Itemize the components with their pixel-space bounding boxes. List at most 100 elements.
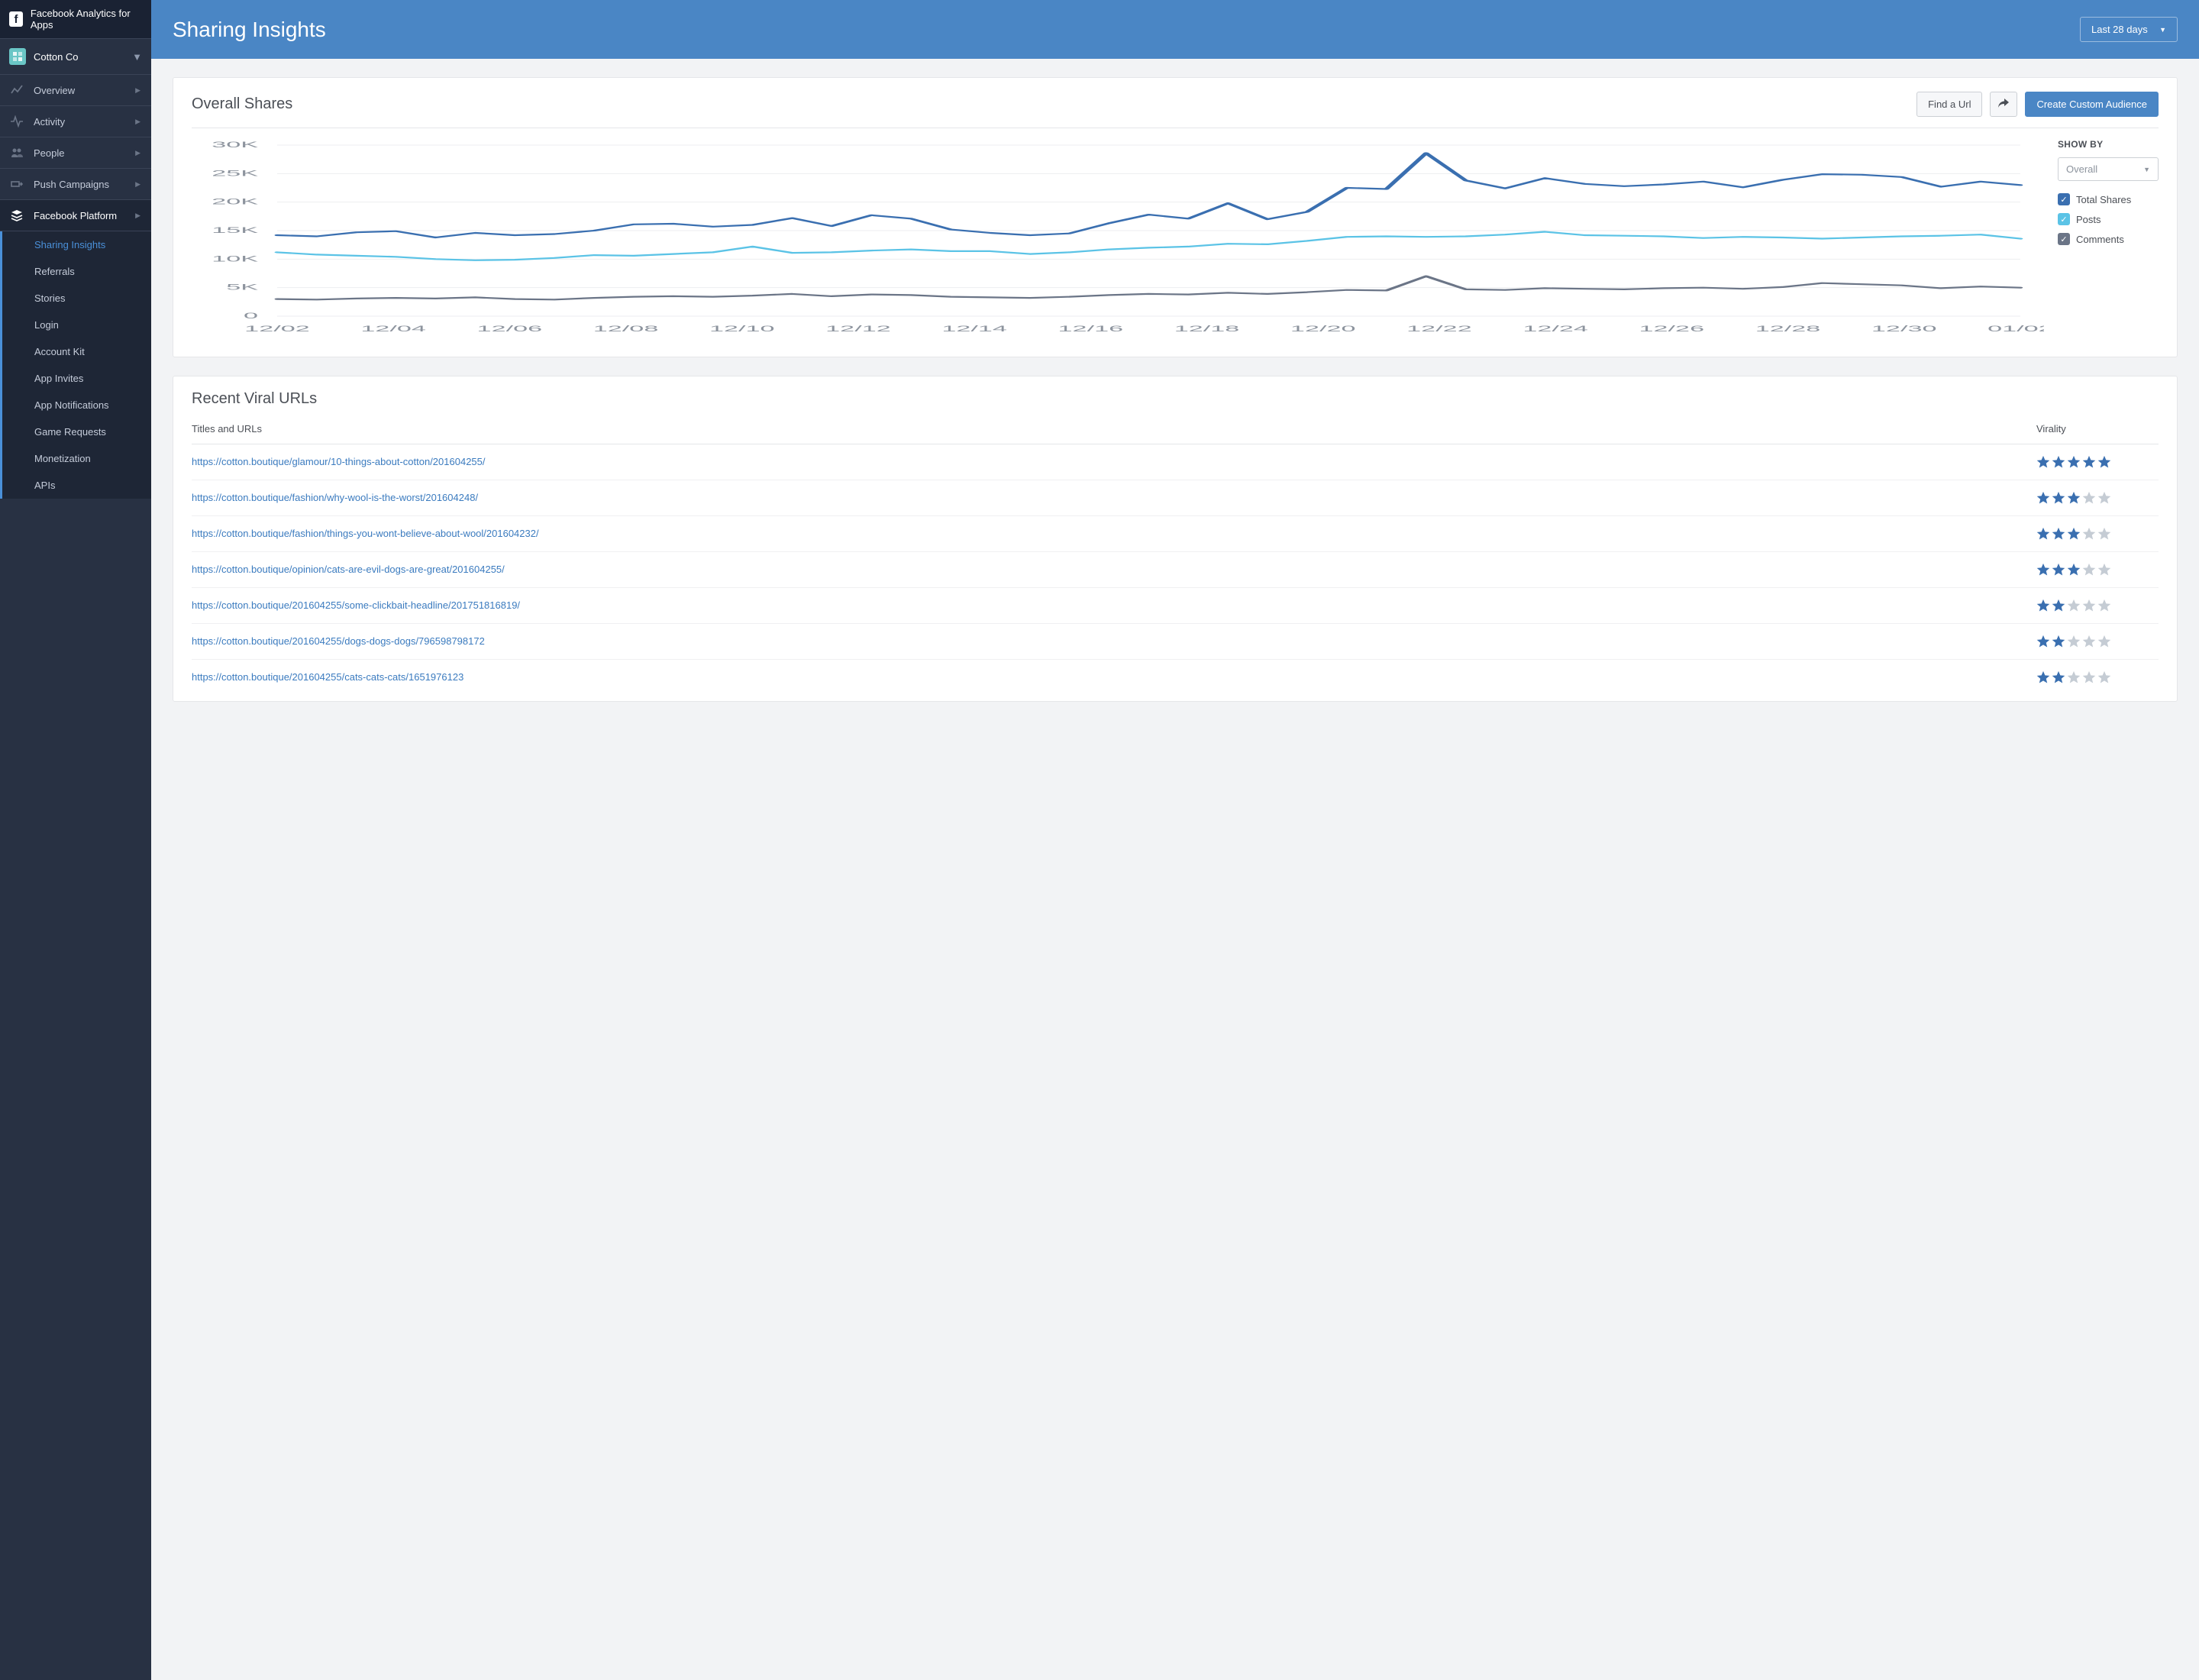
chevron-down-icon: ▼	[132, 51, 142, 63]
star-icon	[2097, 491, 2111, 505]
sub-nav-item-app-notifications[interactable]: App Notifications	[2, 392, 151, 418]
star-icon	[2067, 527, 2081, 541]
date-range-selector[interactable]: Last 28 days ▼	[2080, 17, 2178, 42]
viral-url-link[interactable]: https://cotton.boutique/201604255/some-c…	[192, 599, 520, 611]
star-icon	[2052, 635, 2065, 648]
legend-label: Total Shares	[2076, 194, 2131, 205]
viral-url-link[interactable]: https://cotton.boutique/201604255/cats-c…	[192, 671, 463, 683]
nav-item-people[interactable]: People▶	[0, 137, 151, 169]
app-icon	[9, 48, 26, 65]
overview-icon	[11, 84, 24, 96]
nav-item-activity[interactable]: Activity▶	[0, 106, 151, 137]
table-row: https://cotton.boutique/fashion/things-y…	[192, 516, 2159, 552]
chevron-down-icon: ▼	[2159, 26, 2166, 34]
svg-text:12/24: 12/24	[1523, 324, 1588, 333]
shares-chart: 05K10K15K20K25K30K12/0212/0412/0612/0812…	[192, 139, 2044, 341]
legend-item-comments[interactable]: ✓Comments	[2058, 233, 2159, 245]
svg-text:12/06: 12/06	[477, 324, 543, 333]
virality-stars	[2036, 491, 2159, 505]
star-icon	[2082, 670, 2096, 684]
legend-item-posts[interactable]: ✓Posts	[2058, 213, 2159, 225]
table-row: https://cotton.boutique/201604255/cats-c…	[192, 660, 2159, 695]
chart-legend: SHOW BY Overall ▼ ✓ Total Shares ✓Posts ✓Co…	[2044, 139, 2159, 341]
star-icon	[2052, 599, 2065, 612]
star-icon	[2082, 527, 2096, 541]
svg-text:30K: 30K	[212, 140, 258, 149]
viral-url-link[interactable]: https://cotton.boutique/fashion/things-y…	[192, 528, 539, 539]
svg-text:5K: 5K	[226, 283, 258, 292]
sub-nav-item-login[interactable]: Login	[2, 312, 151, 338]
svg-text:15K: 15K	[212, 225, 258, 234]
svg-text:0: 0	[244, 311, 258, 320]
svg-text:12/12: 12/12	[825, 324, 891, 333]
legend-item-total-shares[interactable]: ✓ Total Shares	[2058, 193, 2159, 205]
star-icon	[2082, 635, 2096, 648]
svg-text:12/14: 12/14	[941, 324, 1007, 333]
chevron-right-icon: ▶	[135, 212, 140, 220]
svg-text:01/02: 01/02	[1987, 324, 2044, 333]
svg-text:12/16: 12/16	[1058, 324, 1124, 333]
star-icon	[2052, 455, 2065, 469]
sub-nav-item-stories[interactable]: Stories	[2, 285, 151, 312]
app-selector[interactable]: Cotton Co ▼	[0, 39, 151, 75]
sub-nav-item-apis[interactable]: APIs	[2, 472, 151, 499]
sub-nav-item-sharing-insights[interactable]: Sharing Insights	[2, 231, 151, 258]
share-button[interactable]	[1990, 92, 2017, 117]
nav-item-facebook-platform[interactable]: Facebook Platform ▶	[0, 200, 151, 231]
virality-stars	[2036, 635, 2159, 648]
virality-stars	[2036, 599, 2159, 612]
star-icon	[2082, 563, 2096, 577]
nav-label: Facebook Platform	[34, 210, 117, 221]
star-icon	[2067, 491, 2081, 505]
page-title: Sharing Insights	[173, 18, 326, 42]
sub-nav-item-account-kit[interactable]: Account Kit	[2, 338, 151, 365]
viral-url-link[interactable]: https://cotton.boutique/opinion/cats-are…	[192, 564, 505, 575]
facebook-logo-icon: f	[9, 11, 23, 27]
star-icon	[2052, 563, 2065, 577]
nav-item-push-campaigns[interactable]: Push Campaigns ▶	[0, 169, 151, 200]
svg-text:10K: 10K	[212, 254, 258, 263]
viral-url-link[interactable]: https://cotton.boutique/glamour/10-thing…	[192, 456, 486, 467]
viral-url-link[interactable]: https://cotton.boutique/fashion/why-wool…	[192, 492, 478, 503]
virality-stars	[2036, 455, 2159, 469]
show-by-selector[interactable]: Overall ▼	[2058, 157, 2159, 181]
nav-label: Push Campaigns	[34, 179, 109, 190]
sub-nav-item-game-requests[interactable]: Game Requests	[2, 418, 151, 445]
sub-nav-item-monetization[interactable]: Monetization	[2, 445, 151, 472]
chevron-right-icon: ▶	[135, 149, 140, 157]
star-icon	[2097, 563, 2111, 577]
create-audience-button[interactable]: Create Custom Audience	[2025, 92, 2159, 117]
find-url-button[interactable]: Find a Url	[1916, 92, 1982, 117]
svg-text:25K: 25K	[212, 169, 258, 178]
nav-label: Activity	[34, 116, 65, 128]
sub-nav-item-app-invites[interactable]: App Invites	[2, 365, 151, 392]
star-icon	[2036, 527, 2050, 541]
panel-title: Recent Viral URLs	[192, 390, 2159, 408]
table-row: https://cotton.boutique/201604255/dogs-d…	[192, 624, 2159, 660]
show-by-label: SHOW BY	[2058, 139, 2159, 150]
nav-label: Overview	[34, 85, 75, 96]
virality-stars	[2036, 527, 2159, 541]
star-icon	[2097, 455, 2111, 469]
sidebar-product-header: f Facebook Analytics for Apps	[0, 0, 151, 39]
star-icon	[2036, 563, 2050, 577]
date-range-label: Last 28 days	[2091, 24, 2148, 35]
viral-url-link[interactable]: https://cotton.boutique/201604255/dogs-d…	[192, 635, 485, 647]
chevron-right-icon: ▶	[135, 180, 140, 189]
table-row: https://cotton.boutique/201604255/some-c…	[192, 588, 2159, 624]
star-icon	[2067, 635, 2081, 648]
app-name: Cotton Co	[34, 51, 79, 63]
star-icon	[2067, 599, 2081, 612]
nav-item-overview[interactable]: Overview▶	[0, 75, 151, 106]
legend-label: Posts	[2076, 214, 2101, 225]
star-icon	[2036, 455, 2050, 469]
svg-text:12/22: 12/22	[1406, 324, 1472, 333]
legend-label: Comments	[2076, 234, 2124, 245]
svg-text:20K: 20K	[212, 197, 258, 206]
checkbox-icon: ✓	[2058, 193, 2070, 205]
sub-nav-item-referrals[interactable]: Referrals	[2, 258, 151, 285]
activity-icon	[11, 115, 24, 128]
star-icon	[2097, 635, 2111, 648]
svg-text:12/10: 12/10	[709, 324, 775, 333]
star-icon	[2082, 491, 2096, 505]
